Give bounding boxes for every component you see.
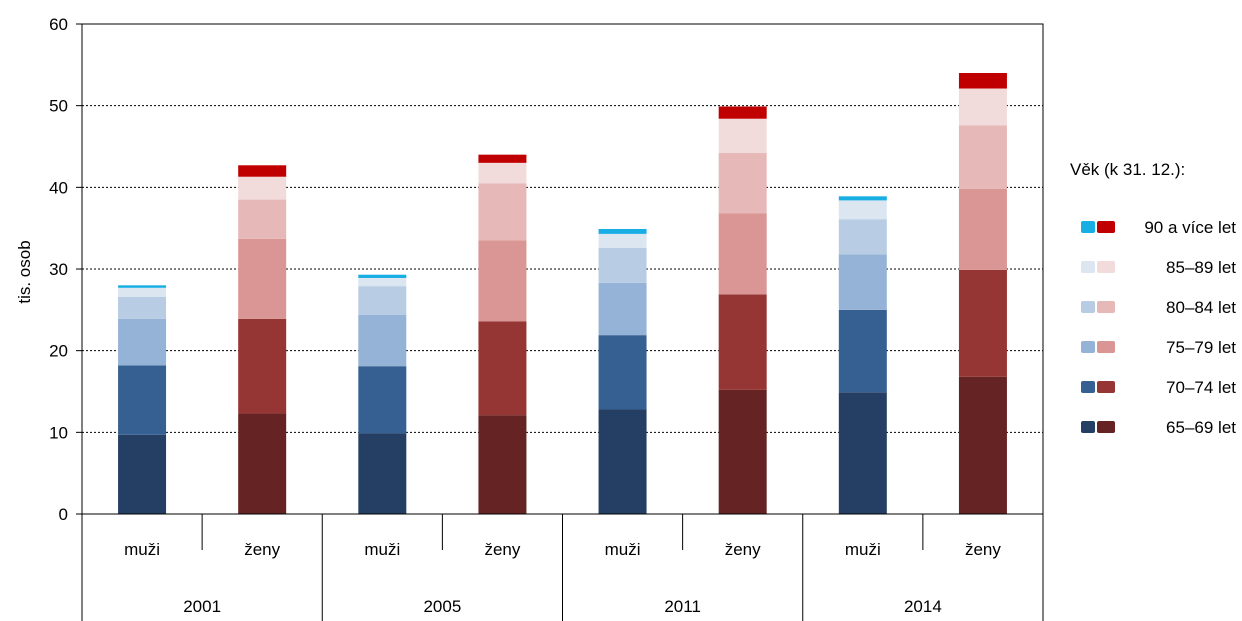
bar-segment bbox=[718, 153, 767, 214]
bar-segment bbox=[238, 176, 287, 200]
legend-label: 85–89 let bbox=[1166, 258, 1236, 277]
y-tick-label: 60 bbox=[49, 15, 68, 34]
bar-segment bbox=[718, 106, 767, 119]
y-tick-label: 20 bbox=[49, 342, 68, 361]
bar-segment bbox=[958, 188, 1007, 270]
x-tick-label: ženy bbox=[965, 540, 1001, 559]
bar-segment bbox=[238, 413, 287, 514]
y-tick-label: 50 bbox=[49, 97, 68, 116]
bar-segment bbox=[958, 73, 1007, 89]
bar-segment bbox=[478, 240, 527, 322]
bar-segment bbox=[478, 154, 527, 163]
legend-swatch bbox=[1081, 261, 1095, 273]
bar-segment bbox=[118, 434, 167, 514]
legend-label: 65–69 let bbox=[1166, 418, 1236, 437]
x-tick-label: muži bbox=[124, 540, 160, 559]
bar-segment bbox=[958, 269, 1007, 377]
legend-swatch bbox=[1081, 381, 1095, 393]
x-tick-label: muži bbox=[845, 540, 881, 559]
bar-segment bbox=[118, 318, 167, 366]
bar-segment bbox=[238, 238, 287, 319]
bar-segment bbox=[238, 165, 287, 177]
x-group-label: 2011 bbox=[664, 597, 701, 616]
bar-segment bbox=[718, 118, 767, 154]
legend-label: 90 a více let bbox=[1144, 218, 1236, 237]
bar-segment bbox=[478, 415, 527, 514]
legend-label: 70–74 let bbox=[1166, 378, 1236, 397]
gridlines bbox=[82, 23, 1043, 433]
bar-segment bbox=[358, 277, 407, 287]
bar-segment bbox=[598, 233, 647, 248]
bar-segment bbox=[238, 199, 287, 239]
bar-segment bbox=[838, 219, 887, 255]
legend-swatch bbox=[1097, 301, 1115, 313]
bar-segment bbox=[358, 433, 407, 514]
legend-swatch bbox=[1097, 341, 1115, 353]
bar-segment bbox=[478, 183, 527, 241]
legend-swatch bbox=[1081, 301, 1095, 313]
legend-swatch bbox=[1097, 381, 1115, 393]
bar-segment bbox=[598, 335, 647, 410]
legend-swatch bbox=[1097, 221, 1115, 233]
bar-segment bbox=[598, 282, 647, 336]
bar-segment bbox=[118, 285, 167, 288]
x-group-label: 2005 bbox=[423, 597, 461, 616]
bar-segment bbox=[958, 88, 1007, 126]
bar-segment bbox=[598, 228, 647, 234]
y-tick-label: 10 bbox=[49, 423, 68, 442]
bar-segment bbox=[718, 294, 767, 390]
legend-swatch bbox=[1081, 221, 1095, 233]
bar-segment bbox=[598, 247, 647, 283]
x-tick-label: ženy bbox=[244, 540, 280, 559]
legend: Věk (k 31. 12.): 90 a více let 85–89 let 8… bbox=[1070, 160, 1236, 437]
bar-segment bbox=[838, 309, 887, 393]
x-tick-label: ženy bbox=[484, 540, 520, 559]
bar-segment bbox=[718, 389, 767, 514]
x-axis: muži ženy muži ženy muži ženy muži ženy 2001 2005… bbox=[81, 513, 1044, 621]
bar-segment bbox=[958, 125, 1007, 189]
legend-swatch bbox=[1097, 261, 1115, 273]
x-group-label: 2001 bbox=[183, 597, 221, 616]
bar-segment bbox=[478, 162, 527, 184]
legend-swatch bbox=[1081, 341, 1095, 353]
x-tick-label: muži bbox=[364, 540, 400, 559]
legend-swatch bbox=[1081, 421, 1095, 433]
bar-segment bbox=[358, 274, 407, 278]
bar-segment bbox=[358, 366, 407, 434]
x-tick-label: muži bbox=[605, 540, 641, 559]
y-tick-label: 40 bbox=[49, 178, 68, 197]
bar-segment bbox=[718, 213, 767, 295]
bar-segment bbox=[838, 200, 887, 220]
x-tick-label: ženy bbox=[725, 540, 761, 559]
legend-label: 75–79 let bbox=[1166, 338, 1236, 357]
bar-segment bbox=[118, 287, 167, 297]
bar-segment bbox=[358, 314, 407, 367]
legend-label: 80–84 let bbox=[1166, 298, 1236, 317]
bar-segment bbox=[838, 392, 887, 514]
bar-segment bbox=[118, 365, 167, 435]
legend-swatch bbox=[1097, 421, 1115, 433]
x-group-label: 2014 bbox=[904, 597, 942, 616]
bar-segment bbox=[958, 376, 1007, 514]
bar-segment bbox=[358, 286, 407, 315]
bars bbox=[118, 73, 1007, 514]
bar-segment bbox=[118, 296, 167, 319]
bar-segment bbox=[838, 254, 887, 310]
y-axis-label: tis. osob bbox=[15, 240, 34, 303]
bar-segment bbox=[478, 321, 527, 416]
y-tick-label: 30 bbox=[49, 260, 68, 279]
y-tick-label: 0 bbox=[59, 505, 68, 524]
bar-segment bbox=[838, 196, 887, 201]
bar-segment bbox=[598, 409, 647, 514]
bar-segment bbox=[238, 318, 287, 414]
legend-title: Věk (k 31. 12.): bbox=[1070, 160, 1185, 179]
